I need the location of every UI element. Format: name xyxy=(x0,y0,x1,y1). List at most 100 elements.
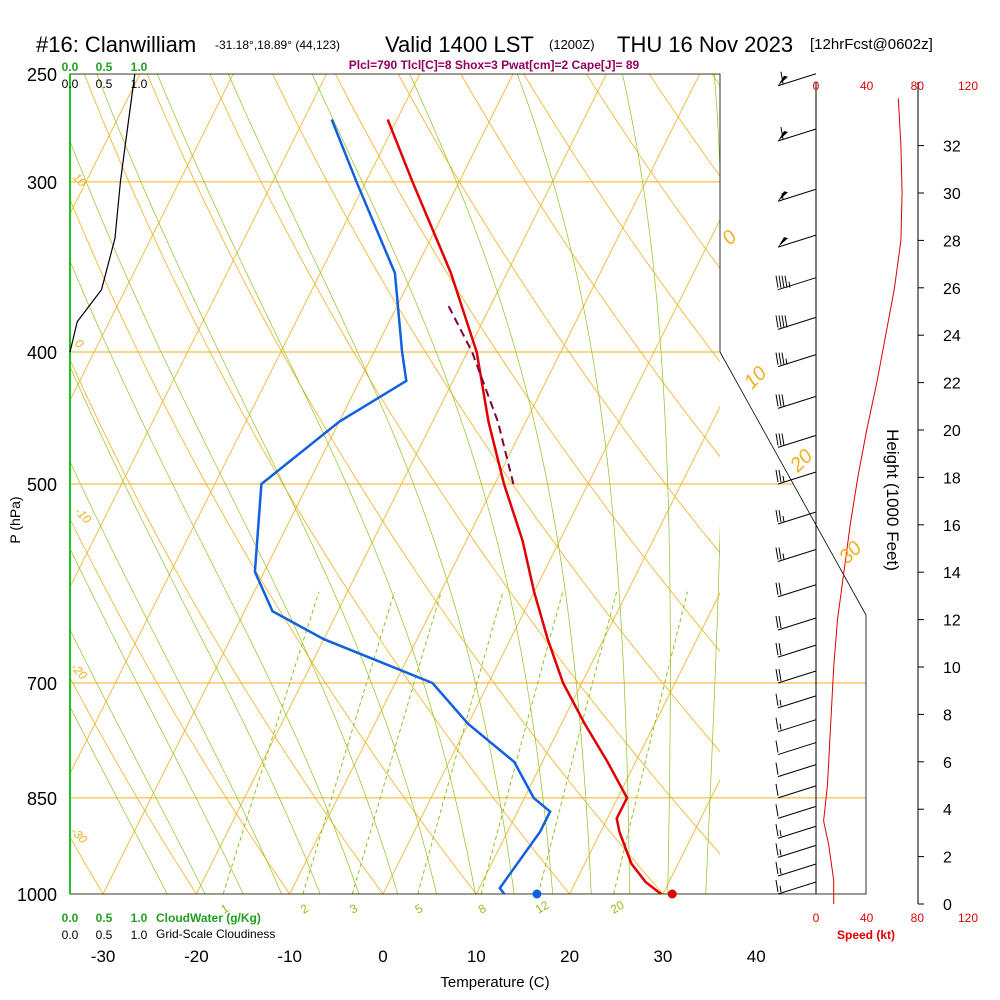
speed-tick-label-top: 120 xyxy=(958,79,978,93)
isotherm-label: 0 xyxy=(72,336,87,351)
temperature-tick-label: -10 xyxy=(277,947,302,966)
cloudiness-tick-top: 0.0 xyxy=(62,77,79,91)
isotherm-line xyxy=(102,74,514,894)
wind-barb-feather xyxy=(775,315,779,328)
wind-barb-feather xyxy=(775,804,779,817)
cloud-water-tick-top: 1.0 xyxy=(131,60,148,74)
wind-barb xyxy=(775,615,817,631)
height-tick-label: 6 xyxy=(943,755,952,772)
dry-adiabat xyxy=(83,74,571,894)
wind-barb-feather xyxy=(778,315,782,328)
wind-barb-feather xyxy=(781,394,785,407)
wind-barb-staff xyxy=(777,354,817,368)
wind-barb-feather xyxy=(778,394,782,407)
mixing-ratio-line xyxy=(417,591,504,894)
wind-barb-feather xyxy=(778,352,782,365)
pressure-tick-label: 250 xyxy=(27,65,57,85)
wind-barb-staff xyxy=(777,234,817,248)
wind-barb-staff xyxy=(777,764,817,778)
moist-adiabat xyxy=(70,706,168,894)
x-axis-title: Temperature (C) xyxy=(440,974,549,991)
wind-barb-staff xyxy=(777,742,817,756)
wind-barb-staff xyxy=(777,863,817,877)
wind-barb-half-feather xyxy=(782,515,785,523)
mixing-ratio-line xyxy=(222,591,320,894)
mixing-ratio-line xyxy=(613,591,688,894)
wind-barb-staff xyxy=(777,434,817,448)
speed-tick-label-top: 40 xyxy=(860,79,874,93)
isotherm-label: 10 xyxy=(740,362,771,393)
cloud-water-tick-bottom: 1.0 xyxy=(131,911,148,925)
cloud-water-tick-bottom: 0.5 xyxy=(96,911,113,925)
height-tick-label: 18 xyxy=(943,470,961,487)
wind-barb-staff xyxy=(777,471,817,485)
speed-tick-label-bottom: 0 xyxy=(813,911,820,925)
dry-adiabat xyxy=(334,74,720,652)
sounding-parameters: Plcl=790 Tlcl[C]=8 Shox=3 Pwat[cm]=2 Cap… xyxy=(349,58,640,72)
wind-barb-staff xyxy=(777,644,817,658)
mixing-ratio-label: 5 xyxy=(413,901,426,917)
height-tick-label: 2 xyxy=(943,850,952,867)
wind-barb-half-feather xyxy=(779,867,782,875)
wind-barb-feather xyxy=(778,668,782,682)
pressure-tick-label: 300 xyxy=(27,173,57,193)
moist-adiabat xyxy=(516,74,630,894)
mixing-ratio-label: 2 xyxy=(298,901,311,917)
wind-speed-line xyxy=(823,98,903,904)
temperature-line xyxy=(386,119,662,895)
isotherm-line xyxy=(289,74,701,894)
wind-barb-feather xyxy=(775,509,779,523)
wind-barb-staff xyxy=(777,825,817,839)
wind-barb-feather xyxy=(778,509,782,523)
mixing-ratio-label: 12 xyxy=(533,898,552,917)
isotherm-label: 0 xyxy=(718,226,741,249)
wind-barb-feather xyxy=(775,843,779,856)
wind-barb-feather xyxy=(781,352,785,365)
parcel-trace xyxy=(447,305,515,485)
wind-barb-feather xyxy=(775,643,779,656)
wind-barb-feather xyxy=(778,547,782,560)
wind-barb xyxy=(775,693,817,709)
wind-barb-feather xyxy=(775,668,779,682)
wind-barb-staff xyxy=(777,511,817,525)
wind-barb-feather xyxy=(775,582,779,595)
wind-barb-feather xyxy=(778,615,782,629)
height-tick-label: 14 xyxy=(943,565,961,582)
mixing-ratio-line xyxy=(537,591,618,894)
wind-barb-feather xyxy=(784,315,788,328)
wind-barb xyxy=(775,275,817,291)
wind-barb-feather xyxy=(778,469,782,483)
wind-barb-feather xyxy=(784,275,788,288)
cloudiness-label: Grid-Scale Cloudiness xyxy=(156,927,275,941)
wind-barb xyxy=(775,582,817,598)
cloud-water-tick-top: 0.0 xyxy=(62,60,79,74)
dry-adiabat xyxy=(460,74,720,458)
wind-barb-feather xyxy=(775,469,779,483)
cloudiness-tick-top: 1.0 xyxy=(131,77,148,91)
moist-adiabat xyxy=(311,74,554,894)
wind-barb-half-feather xyxy=(779,723,782,730)
wind-barb-feather xyxy=(775,615,779,629)
wind-barb xyxy=(775,783,817,799)
moist-adiabat xyxy=(70,460,282,894)
wind-barb-half-feather xyxy=(785,358,788,365)
dry-adiabat xyxy=(146,74,664,894)
cloud-water-tick-bottom: 0.0 xyxy=(62,911,79,925)
wind-barb-half-feather xyxy=(779,849,782,856)
height-tick-label: 12 xyxy=(943,613,961,630)
wind-barb-half-feather xyxy=(782,475,785,483)
moist-adiabat xyxy=(70,629,206,894)
wind-barb-feather xyxy=(775,693,779,706)
wind-barb-staff xyxy=(777,395,817,409)
wind-barb xyxy=(777,188,817,202)
pressure-tick-label: 700 xyxy=(27,674,57,694)
wind-barb-feather xyxy=(775,762,779,775)
height-tick-label: 20 xyxy=(943,423,961,440)
height-tick-label: 26 xyxy=(943,281,961,298)
wind-barb-half-feather xyxy=(781,193,784,200)
wind-barb xyxy=(775,843,817,858)
wind-barb xyxy=(775,469,817,485)
speed-tick-label-bottom: 40 xyxy=(860,911,874,925)
dry-adiabat xyxy=(70,836,104,894)
